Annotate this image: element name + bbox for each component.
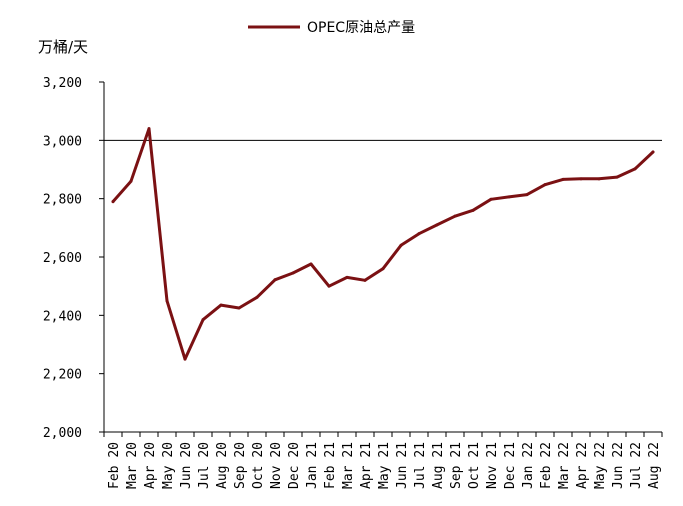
- y-tick-label: 2,600: [43, 251, 82, 266]
- x-tick-label: Apr 21: [359, 442, 374, 489]
- x-tick-label: Apr 22: [575, 442, 590, 489]
- x-tick-label: May 22: [593, 442, 608, 489]
- x-axis: Feb 20 Mar 20 Apr 20 May 20 Jun 20 Jul 20 Aug …: [103, 431, 663, 489]
- x-tick-label: Aug 21: [431, 442, 446, 489]
- data-point: [165, 299, 169, 303]
- data-point: [633, 167, 637, 171]
- data-point: [399, 243, 403, 247]
- legend: OPEC原油总产量: [248, 20, 415, 36]
- data-point: [183, 357, 187, 361]
- x-tick-label: Aug 20: [215, 442, 230, 489]
- x-tick-label: Sep 21: [449, 442, 464, 489]
- y-tick-label: 2,800: [43, 193, 82, 208]
- data-point: [363, 278, 367, 282]
- x-tick-label: Feb 20: [107, 442, 122, 489]
- y-tick-label: 3,200: [43, 76, 82, 91]
- y-axis: 2,000 2,200 2,400 2,600 2,800 3,000 3,200: [43, 76, 105, 441]
- x-tick-label: Feb 22: [539, 442, 554, 489]
- x-tick-label: Aug 22: [647, 442, 662, 489]
- x-tick-label: Sep 20: [233, 442, 248, 489]
- x-tick-label: Dec 20: [287, 442, 302, 489]
- data-point: [309, 262, 313, 266]
- data-point: [651, 150, 655, 154]
- data-point: [615, 175, 619, 179]
- x-tick-label: Dec 21: [503, 442, 518, 489]
- data-point: [273, 278, 277, 282]
- data-point: [453, 214, 457, 218]
- data-point: [579, 177, 583, 181]
- data-point: [255, 295, 259, 299]
- x-tick-label: Mar 21: [341, 442, 356, 489]
- series: [111, 127, 655, 361]
- data-point: [543, 183, 547, 187]
- data-point: [435, 223, 439, 227]
- data-point: [561, 177, 565, 181]
- data-point: [147, 127, 151, 131]
- x-tick-label: Oct 21: [467, 442, 482, 489]
- data-point: [489, 197, 493, 201]
- data-point: [381, 267, 385, 271]
- data-point: [417, 232, 421, 236]
- x-tick-label: Jun 22: [611, 442, 626, 489]
- x-tick-label: Jan 22: [521, 442, 536, 489]
- x-tick-label: Apr 20: [143, 442, 158, 489]
- y-tick-label: 3,000: [43, 134, 82, 149]
- y-tick-label: 2,000: [43, 426, 82, 441]
- series-line: [111, 127, 655, 361]
- data-point: [525, 193, 529, 197]
- x-tick-label: May 20: [161, 442, 176, 489]
- x-tick-label: Oct 20: [251, 442, 266, 489]
- x-tick-label: Nov 20: [269, 442, 284, 489]
- data-point: [507, 195, 511, 199]
- data-point: [345, 275, 349, 279]
- data-point: [129, 179, 133, 183]
- data-point: [291, 271, 295, 275]
- x-tick-label: Nov 21: [485, 442, 500, 489]
- x-tick-label: Mar 20: [125, 442, 140, 489]
- data-point: [219, 303, 223, 307]
- data-point: [471, 208, 475, 212]
- x-tick-label: Mar 22: [557, 442, 572, 489]
- legend-label: OPEC原油总产量: [307, 20, 415, 36]
- x-tick-label: Jul 20: [197, 442, 212, 489]
- x-tick-label: Jun 20: [179, 442, 194, 489]
- data-point: [237, 306, 241, 310]
- x-tick-label: May 21: [377, 442, 392, 489]
- data-point: [111, 200, 115, 204]
- data-point: [201, 318, 205, 322]
- y-tick-label: 2,400: [43, 309, 82, 324]
- data-point: [597, 177, 601, 181]
- x-tick-label: Jun 21: [395, 442, 410, 489]
- x-tick-label: Jul 21: [413, 442, 428, 489]
- x-tick-label: Jul 22: [629, 442, 644, 489]
- y-tick-label: 2,200: [43, 368, 82, 383]
- x-tick-label: Feb 21: [323, 442, 338, 489]
- y-axis-title: 万桶/天: [38, 38, 88, 56]
- data-point: [327, 284, 331, 288]
- x-tick-label: Jan 21: [305, 442, 320, 489]
